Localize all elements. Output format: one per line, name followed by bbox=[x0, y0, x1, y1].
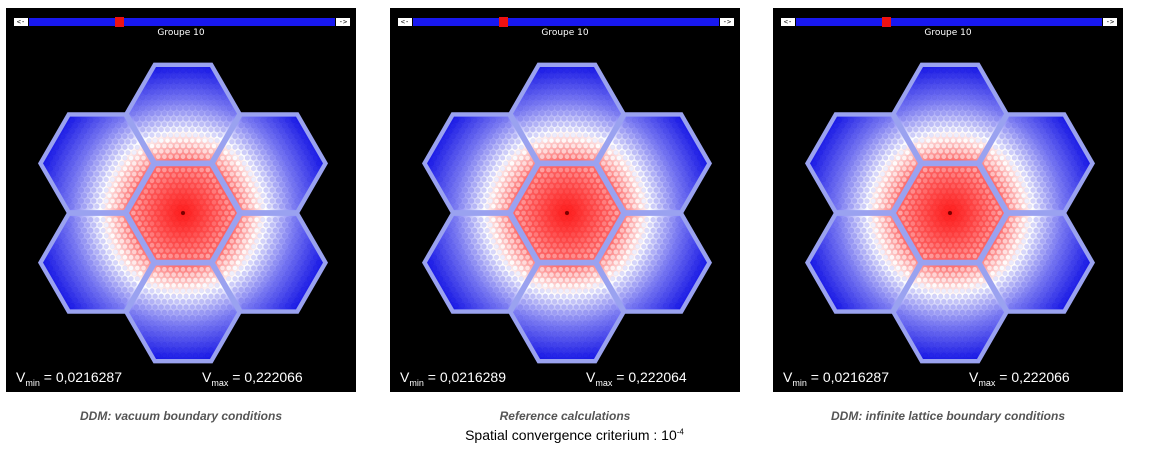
slider-track[interactable] bbox=[796, 17, 1102, 27]
core-center-marker bbox=[565, 211, 569, 215]
vmax-label: Vmax = 0,222066 bbox=[202, 369, 303, 388]
slider-right-arrow-button[interactable]: -> bbox=[336, 18, 350, 26]
core-center-marker bbox=[948, 211, 952, 215]
pin-lattice bbox=[983, 117, 1089, 209]
pin-lattice bbox=[130, 167, 236, 259]
group-slider[interactable]: <- -> bbox=[398, 17, 734, 27]
pin-lattice bbox=[514, 167, 620, 259]
slider-track[interactable] bbox=[413, 17, 719, 27]
group-label: Groupe 10 bbox=[157, 28, 205, 38]
pin-lattice bbox=[514, 266, 620, 358]
slider-thumb[interactable] bbox=[881, 17, 891, 27]
slider-thumb[interactable] bbox=[498, 17, 508, 27]
pin-lattice bbox=[811, 117, 917, 209]
pin-lattice bbox=[600, 217, 706, 309]
caption-infinite-lattice: DDM: infinite lattice boundary condition… bbox=[831, 409, 1065, 423]
vmax-label: Vmax = 0,222066 bbox=[969, 369, 1070, 388]
pin-lattice bbox=[44, 217, 150, 309]
pin-lattice bbox=[428, 217, 534, 309]
slider-thumb[interactable] bbox=[114, 17, 124, 27]
group-label: Groupe 10 bbox=[541, 28, 589, 38]
pin-lattice bbox=[130, 266, 236, 358]
pin-lattice bbox=[216, 217, 322, 309]
slider-right-arrow-button[interactable]: -> bbox=[1103, 18, 1117, 26]
core-flux-map bbox=[422, 62, 712, 364]
group-label: Groupe 10 bbox=[924, 28, 972, 38]
slider-left-arrow-button[interactable]: <- bbox=[14, 18, 28, 26]
pin-lattice bbox=[44, 117, 150, 209]
viewer-panel-3: <- -> Groupe 10 Vmin = 0,0216287 Vmax = … bbox=[773, 8, 1123, 392]
group-slider[interactable]: <- -> bbox=[781, 17, 1117, 27]
slider-track[interactable] bbox=[29, 17, 335, 27]
core-flux-map bbox=[805, 62, 1095, 364]
pin-lattice bbox=[514, 68, 620, 160]
vmax-label: Vmax = 0,222064 bbox=[586, 369, 687, 388]
pin-lattice bbox=[897, 266, 1003, 358]
slider-left-arrow-button[interactable]: <- bbox=[781, 18, 795, 26]
convergence-criterium-note: Spatial convergence criterium : 10-4 bbox=[465, 427, 684, 443]
caption-vacuum: DDM: vacuum boundary conditions bbox=[79, 409, 282, 423]
pin-lattice bbox=[983, 217, 1089, 309]
pin-lattice bbox=[811, 217, 917, 309]
pin-lattice bbox=[130, 68, 236, 160]
vmin-label: Vmin = 0,0216287 bbox=[16, 369, 122, 388]
core-flux-map bbox=[38, 62, 328, 364]
vmin-label: Vmin = 0,0216287 bbox=[783, 369, 889, 388]
pin-lattice bbox=[428, 117, 534, 209]
slider-right-arrow-button[interactable]: -> bbox=[720, 18, 734, 26]
slider-left-arrow-button[interactable]: <- bbox=[398, 18, 412, 26]
pin-lattice bbox=[897, 68, 1003, 160]
core-center-marker bbox=[181, 211, 185, 215]
caption-reference: Reference calculations bbox=[499, 409, 631, 423]
pin-lattice bbox=[216, 117, 322, 209]
viewer-panel-1: <- -> Groupe 10 Vmin = 0,0216287 Vmax = … bbox=[6, 8, 356, 392]
viewer-panel-2: <- -> Groupe 10 Vmin = 0,0216289 Vmax = … bbox=[390, 8, 740, 392]
pin-lattice bbox=[897, 167, 1003, 259]
group-slider[interactable]: <- -> bbox=[14, 17, 350, 27]
vmin-label: Vmin = 0,0216289 bbox=[400, 369, 506, 388]
pin-lattice bbox=[600, 117, 706, 209]
